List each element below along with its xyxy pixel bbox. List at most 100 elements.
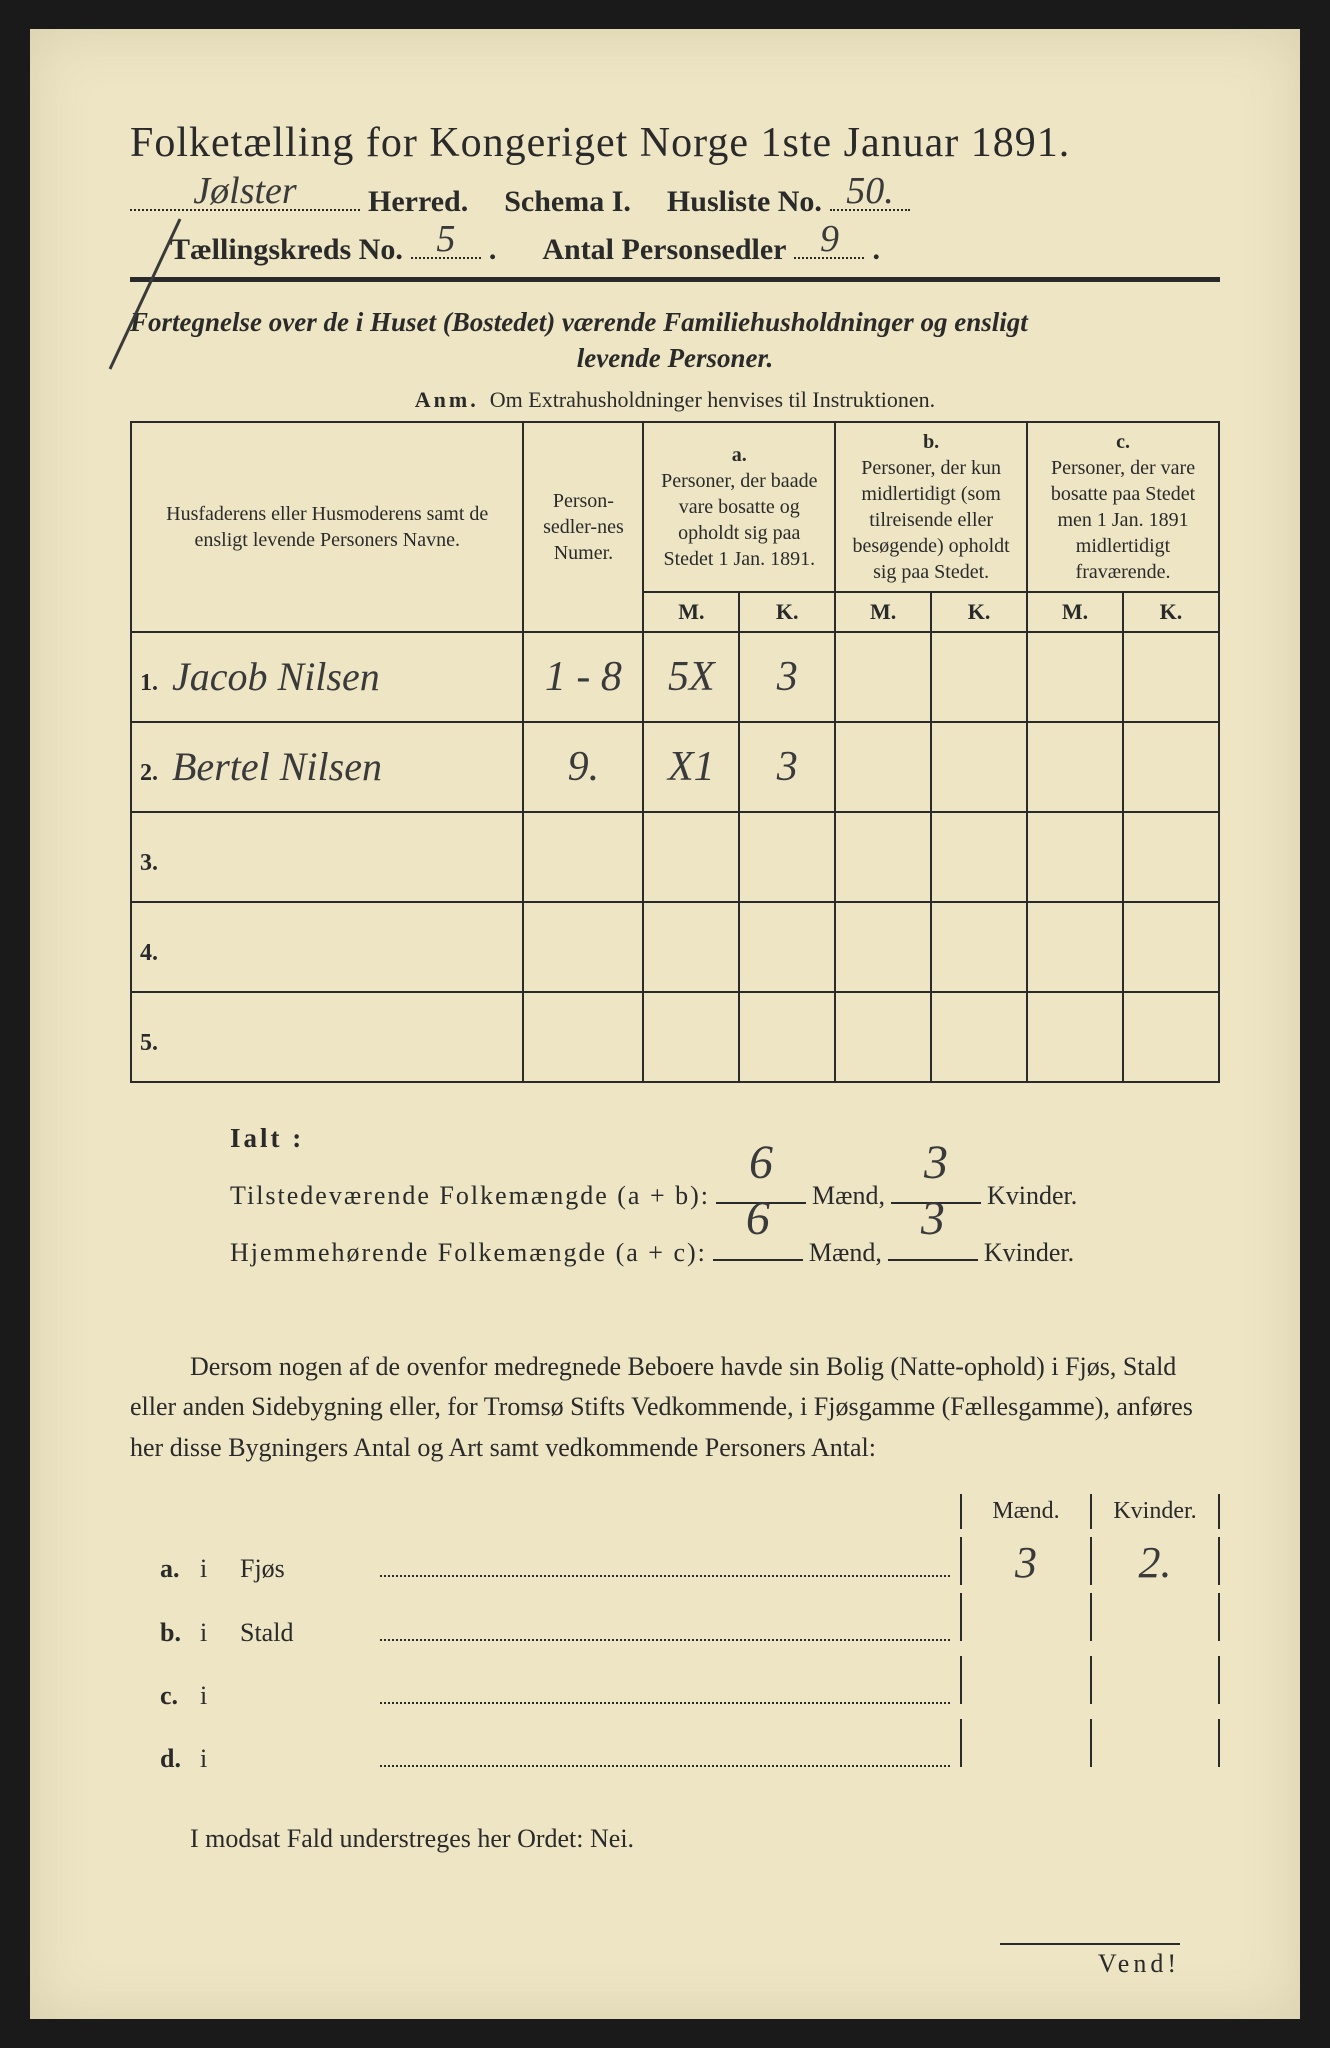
bldg-m — [960, 1656, 1090, 1704]
cell-b-m — [835, 632, 931, 722]
bldg-word: Fjøs — [240, 1554, 380, 1584]
cell-b-k — [931, 812, 1027, 902]
table-row: 2. Bertel Nilsen9.X13 — [131, 722, 1219, 812]
vend-label: Vend! — [1000, 1943, 1180, 1979]
bldg-dots — [380, 1623, 950, 1641]
cell-c-m — [1027, 992, 1123, 1082]
cell-c-m — [1027, 812, 1123, 902]
th-b-k: K. — [931, 592, 1027, 632]
cell-a-m: X1 — [643, 722, 739, 812]
th-a-m: M. — [643, 592, 739, 632]
cell-name: 5. — [131, 992, 523, 1082]
bldg-row: a.iFjøs32. — [130, 1537, 1220, 1585]
bldg-dots — [380, 1559, 950, 1577]
cell-num: 9. — [523, 722, 643, 812]
kreds-label: Tællingskreds No. — [170, 233, 403, 267]
th-name: Husfaderens eller Husmoderens samt de en… — [131, 422, 523, 632]
cell-c-k — [1123, 902, 1219, 992]
meta-row-1: Jølster Herred. Schema I. Husliste No. 5… — [130, 185, 1220, 219]
cell-num — [523, 992, 643, 1082]
cell-a-k — [739, 902, 835, 992]
table-row: 1. Jacob Nilsen1 - 85X3 — [131, 632, 1219, 722]
bldg-header: Mænd. Kvinder. — [130, 1494, 1220, 1529]
bldg-row: b.iStald — [130, 1593, 1220, 1648]
building-paragraph: Dersom nogen af de ovenfor medregnede Be… — [130, 1347, 1220, 1468]
cell-b-k — [931, 722, 1027, 812]
cell-a-k — [739, 812, 835, 902]
herred-value: Jølster — [130, 169, 360, 213]
cell-c-m — [1027, 632, 1123, 722]
th-c: c. Personer, der vare bosatte paa Stedet… — [1027, 422, 1219, 592]
bldg-tag: c. — [130, 1681, 200, 1711]
cell-c-k — [1123, 722, 1219, 812]
cell-b-k — [931, 992, 1027, 1082]
rule-1 — [130, 277, 1220, 282]
sum2-label: Hjemmehørende Folkemængde (a + c): — [230, 1228, 707, 1277]
cell-b-m — [835, 992, 931, 1082]
bldg-m: 3 — [960, 1537, 1090, 1585]
bldg-i: i — [200, 1744, 240, 1774]
bldg-word: Stald — [240, 1618, 380, 1648]
sum-line-2: Hjemmehørende Folkemængde (a + c): 6 Mæn… — [230, 1227, 1220, 1277]
cell-b-m — [835, 722, 931, 812]
bldg-k — [1090, 1719, 1220, 1767]
husliste-label: Husliste No. — [667, 185, 822, 219]
bldg-k — [1090, 1656, 1220, 1704]
sum1-label: Tilstedeværende Folkemængde (a + b): — [230, 1171, 710, 1220]
bldg-m — [960, 1593, 1090, 1641]
maend-label-1: Mænd, — [812, 1171, 885, 1220]
cell-c-k — [1123, 992, 1219, 1082]
cell-c-k — [1123, 812, 1219, 902]
sum2-m-field: 6 — [713, 1227, 803, 1261]
husliste-field: 50. — [830, 209, 910, 211]
th-a-k: K. — [739, 592, 835, 632]
maend-label-2: Mænd, — [809, 1228, 882, 1277]
cell-a-k — [739, 992, 835, 1082]
cell-name: 2. Bertel Nilsen — [131, 722, 523, 812]
sum2-k-field: 3 — [888, 1227, 978, 1261]
th-numer: Person-sedler-nes Numer. — [523, 422, 643, 632]
meta-row-2: Tællingskreds No. 5 . Antal Personsedler… — [130, 233, 1220, 267]
bldg-dots — [380, 1686, 950, 1704]
husliste-value: 50. — [830, 169, 910, 213]
anm-label: Anm. — [415, 387, 479, 412]
table-row: 5. — [131, 992, 1219, 1082]
cell-b-k — [931, 902, 1027, 992]
cell-c-m — [1027, 902, 1123, 992]
sum2-m: 6 — [713, 1173, 803, 1264]
th-a: a. Personer, der baade vare bosatte og o… — [643, 422, 835, 592]
schema-label: Schema I. — [504, 185, 631, 219]
antal-value: 9 — [794, 217, 864, 261]
census-form-page: Folketælling for Kongeriget Norge 1ste J… — [30, 29, 1300, 2019]
subtitle: Fortegnelse over de i Huset (Bostedet) v… — [130, 304, 1220, 377]
cell-b-m — [835, 902, 931, 992]
table-row: 3. — [131, 812, 1219, 902]
bldg-m — [960, 1719, 1090, 1767]
sum2-k: 3 — [888, 1173, 978, 1264]
antal-label: Antal Personsedler — [542, 233, 786, 267]
bottom-line: I modsat Fald understreges her Ordet: Ne… — [130, 1824, 1220, 1854]
bldg-k — [1090, 1593, 1220, 1641]
cell-num — [523, 812, 643, 902]
bldg-hdr-m: Mænd. — [960, 1494, 1090, 1529]
anm-text: Om Extrahusholdninger henvises til Instr… — [490, 387, 935, 412]
bldg-dots — [380, 1749, 950, 1767]
th-c-k: K. — [1123, 592, 1219, 632]
subtitle-line2: levende Personer. — [130, 340, 1220, 376]
bldg-k: 2. — [1090, 1537, 1220, 1585]
bldg-i: i — [200, 1618, 240, 1648]
cell-a-k: 3 — [739, 632, 835, 722]
cell-num — [523, 902, 643, 992]
herred-label: Herred. — [368, 185, 468, 219]
cell-name: 3. — [131, 812, 523, 902]
th-b: b. Personer, der kun midlertidigt (som t… — [835, 422, 1027, 592]
cell-c-k — [1123, 632, 1219, 722]
form-title: Folketælling for Kongeriget Norge 1ste J… — [130, 119, 1220, 167]
ialt-block: Ialt : Tilstedeværende Folkemængde (a + … — [130, 1113, 1220, 1277]
kreds-value: 5 — [411, 217, 481, 261]
cell-b-k — [931, 632, 1027, 722]
bldg-i: i — [200, 1681, 240, 1711]
herred-field: Jølster — [130, 209, 360, 211]
cell-name: 1. Jacob Nilsen — [131, 632, 523, 722]
th-b-m: M. — [835, 592, 931, 632]
